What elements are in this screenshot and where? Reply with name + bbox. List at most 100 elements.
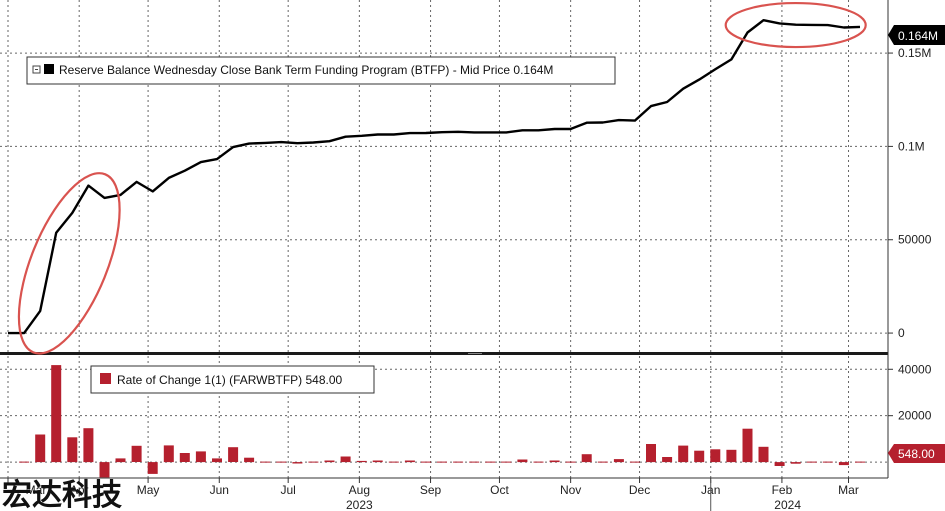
y-tick-label-top: 0.1M — [898, 139, 925, 153]
rate-of-change-bars — [19, 365, 865, 478]
rate-of-change-bar — [340, 456, 351, 463]
x-tick-label: Apr — [70, 483, 89, 497]
rate-of-change-bar — [597, 461, 608, 463]
rate-of-change-bar — [758, 446, 769, 463]
annotation-ellipse-january — [724, 1, 867, 49]
y-tick-label-top: 0.15M — [898, 46, 931, 60]
rate-of-change-bar — [163, 445, 174, 463]
rate-of-change-bar — [99, 462, 110, 478]
rate-of-change-bar — [19, 461, 30, 463]
rate-of-change-bar — [710, 449, 721, 463]
top-last-value-badge: 0.164M — [888, 25, 945, 45]
top-badge-shape — [888, 25, 945, 45]
bottom-legend: Rate of Change 1(1) (FARWBTFP) 548.00 — [90, 365, 375, 394]
rate-of-change-bar — [195, 451, 206, 463]
rate-of-change-bar — [581, 454, 592, 463]
rate-of-change-bar — [83, 428, 94, 463]
rate-of-change-bar — [292, 462, 303, 464]
watermark-text: 宏达科技 — [2, 478, 122, 511]
rate-of-change-bar — [662, 457, 673, 463]
top-y-axis-ticks: 0 50000 0.1M 0.15M — [888, 46, 932, 340]
x-tick-label: Mar — [838, 483, 859, 497]
bottom-legend-box — [90, 365, 375, 394]
rate-of-change-bar — [67, 437, 78, 463]
y-tick-label-top: 0 — [898, 326, 905, 340]
rate-of-change-bar — [404, 460, 415, 463]
rate-of-change-bar — [437, 461, 447, 463]
top-legend-box — [26, 56, 616, 85]
rate-of-change-bar — [774, 462, 785, 466]
rate-of-change-bar — [228, 447, 239, 462]
rate-of-change-bar — [822, 461, 833, 463]
rate-of-change-bar — [421, 461, 431, 463]
rate-of-change-bar — [115, 458, 126, 463]
x-tick-label: Mar — [26, 483, 47, 497]
rate-of-change-bar — [726, 449, 737, 463]
x-tick-label: Sep — [420, 483, 442, 497]
x-tick-label: Jul — [281, 483, 296, 497]
x-tick-label: Oct — [490, 483, 509, 497]
rate-of-change-bar — [35, 434, 46, 463]
rate-of-change-bar — [533, 461, 544, 463]
rate-of-change-bar — [855, 461, 865, 463]
annotation-ellipse-march — [17, 172, 121, 355]
grid-layer — [0, 0, 888, 478]
rate-of-change-bar — [260, 461, 271, 463]
x-axis-year-labels: 2023 2024 — [346, 480, 801, 511]
bottom-badge-shape — [888, 444, 945, 463]
rate-of-change-bar — [646, 444, 656, 463]
rate-of-change-bar — [790, 462, 801, 464]
x-tick-label: May — [137, 483, 160, 497]
rate-of-change-bar — [324, 460, 335, 463]
rate-of-change-bar — [806, 461, 817, 463]
x-tick-label: Dec — [629, 483, 650, 497]
panel-resize-handle[interactable] — [468, 353, 482, 354]
rate-of-change-bar — [469, 461, 480, 463]
rate-of-change-bar — [179, 453, 190, 462]
rate-of-change-bar — [838, 462, 849, 466]
rate-of-change-bar — [212, 458, 222, 463]
legend-swatch-black — [44, 64, 54, 74]
rate-of-change-bar — [517, 459, 528, 463]
rate-of-change-bar — [147, 462, 158, 474]
x-year-label: 2023 — [346, 498, 373, 511]
x-tick-label: Nov — [560, 483, 581, 497]
rate-of-change-bar — [549, 460, 560, 463]
top-legend-text: Reserve Balance Wednesday Close Bank Ter… — [59, 63, 553, 77]
rate-of-change-bar — [308, 461, 319, 463]
bottom-legend-text: Rate of Change 1(1) (FARWBTFP) 548.00 — [117, 373, 343, 387]
rate-of-change-bar — [244, 457, 255, 463]
rate-of-change-bar — [51, 365, 62, 463]
bottom-last-value-badge: 548.00 — [888, 444, 945, 463]
legend-swatch-red — [100, 373, 111, 384]
bottom-badge-text: 548.00 — [898, 447, 935, 461]
rate-of-change-bar — [742, 428, 753, 463]
x-tick-label: Feb — [772, 483, 793, 497]
rate-of-change-bar — [388, 461, 399, 463]
y-tick-label-bottom: 40000 — [898, 362, 932, 376]
bottom-y-axis-ticks: 20000 40000 — [888, 362, 932, 423]
rate-of-change-bar — [678, 445, 689, 463]
x-axis-month-ticks: Mar Apr May Jun Jul Aug Sep Oct Nov Dec Jan Feb Mar — [7, 478, 859, 497]
annotation-layer — [17, 1, 867, 355]
y-tick-label-bottom: 20000 — [898, 409, 932, 423]
rate-of-change-bar — [565, 461, 576, 463]
rate-of-change-bar — [694, 450, 705, 463]
x-tick-label: Aug — [349, 483, 370, 497]
y-tick-label-top: 50000 — [898, 233, 932, 247]
rate-of-change-bar — [372, 460, 383, 463]
top-badge-text: 0.164M — [898, 29, 938, 43]
rate-of-change-bar — [485, 461, 496, 463]
rate-of-change-bar — [613, 459, 624, 463]
rate-of-change-bar — [356, 460, 367, 463]
x-tick-label: Jun — [210, 483, 229, 497]
btfp-balance-line — [8, 19, 861, 335]
rate-of-change-bar — [131, 445, 142, 462]
rate-of-change-bar — [629, 461, 640, 463]
top-legend: Reserve Balance Wednesday Close Bank Ter… — [26, 56, 616, 85]
x-year-label: 2024 — [774, 498, 801, 511]
panel-separator — [0, 352, 888, 355]
rate-of-change-bar — [501, 461, 512, 463]
rate-of-change-bar — [453, 461, 464, 463]
